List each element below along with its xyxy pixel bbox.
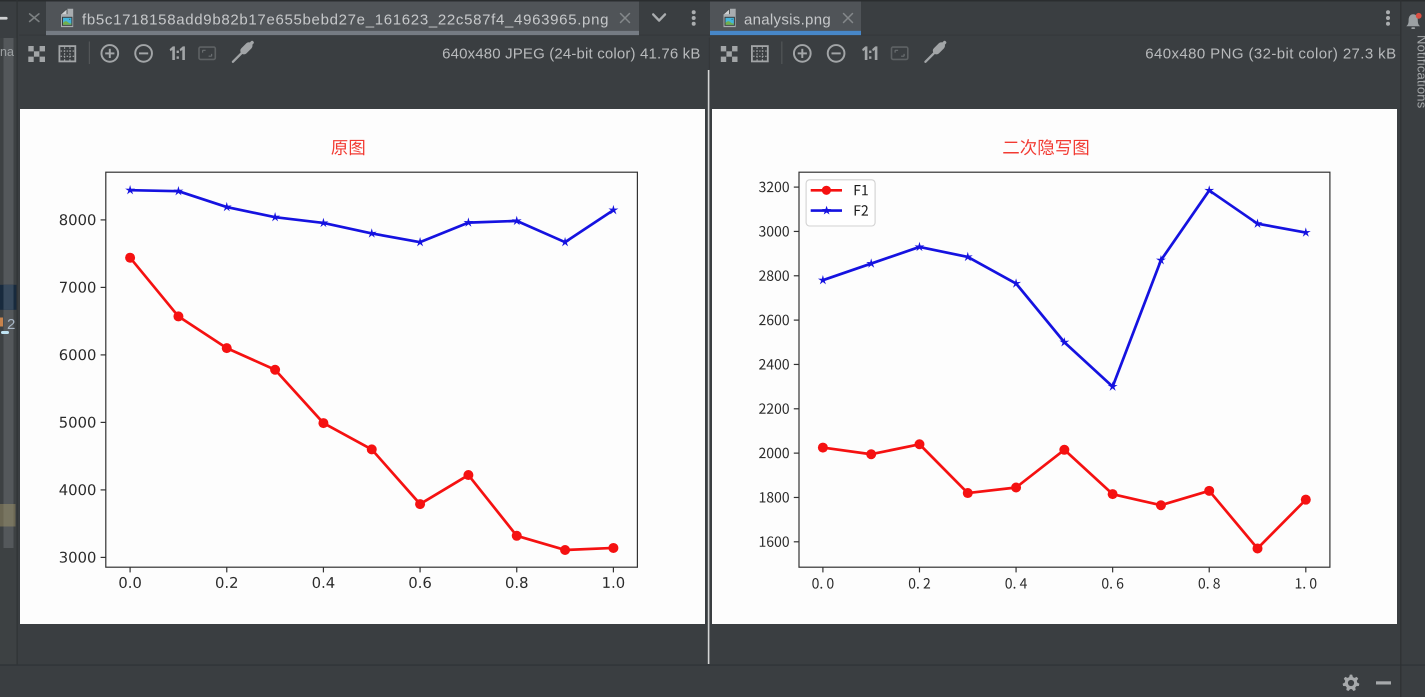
svg-text:640x480 PNG (32-bit color) 27.: 640x480 PNG (32-bit color) 27.3 kB (1145, 46, 1396, 63)
svg-text:na: na (0, 45, 14, 59)
svg-text:640x480 JPEG (24-bit color) 41: 640x480 JPEG (24-bit color) 41.76 kB (442, 46, 700, 63)
svg-text:analysis.png: analysis.png (744, 11, 831, 28)
svg-text:2: 2 (7, 316, 15, 333)
svg-text:fb5c1718158add9b82b17e655bebd2: fb5c1718158add9b82b17e655bebd27e_161623_… (82, 11, 609, 28)
svg-text:Notifications: Notifications (1414, 35, 1425, 109)
